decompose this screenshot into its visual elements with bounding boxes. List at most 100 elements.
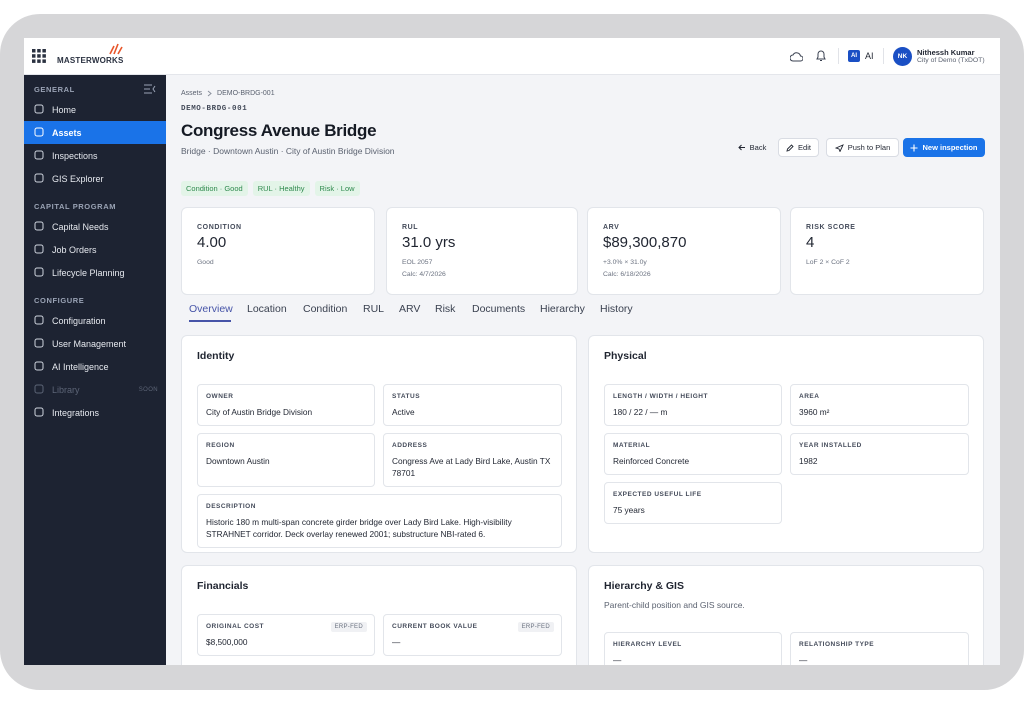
kpi-detail: Calc: 4/7/2026 xyxy=(402,271,446,278)
section-title: GENERAL xyxy=(34,85,75,94)
nav-label[interactable]: User Management xyxy=(52,338,127,349)
edit-button[interactable]: Edit xyxy=(778,138,819,157)
apps-grid[interactable] xyxy=(32,49,46,63)
kpi-detail: Calc: 6/18/2026 xyxy=(603,271,651,278)
field-label: MATERIAL xyxy=(613,442,651,449)
ai-label[interactable]: AI xyxy=(865,51,874,61)
kpi-card: ARV $89,300,870 +3.0% × 31.0y Calc: 6/18/20… xyxy=(587,207,781,295)
nav-item[interactable]: GIS Explorer xyxy=(24,167,166,190)
nav-label[interactable]: Job Orders xyxy=(52,244,97,255)
panel-subtitle: Parent-child position and GIS source. xyxy=(604,600,745,610)
nav-label[interactable]: Integrations xyxy=(52,407,100,418)
field-label: HIERARCHY LEVEL xyxy=(613,641,682,648)
user-name[interactable]: Nithessh Kumar xyxy=(917,48,975,57)
nav-label[interactable]: Capital Needs xyxy=(52,221,109,232)
nav-item[interactable]: User Management xyxy=(24,332,166,355)
field-label: OWNER xyxy=(206,393,234,400)
nav-icon xyxy=(34,173,44,183)
panel-title: Identity xyxy=(197,350,235,362)
field: EXPECTED USEFUL LIFE 75 years xyxy=(604,482,782,524)
kpi-value: 31.0 yrs xyxy=(402,234,456,251)
nav-icon xyxy=(34,361,44,371)
nav-item[interactable]: AI Intelligence xyxy=(24,355,166,378)
panel: Financials ORIGINAL COST ERP-FED $8,500,000… xyxy=(181,565,577,665)
nav-label[interactable]: Home xyxy=(52,104,77,115)
nav-item[interactable]: Job Orders xyxy=(24,238,166,261)
kpi-label: CONDITION xyxy=(197,224,242,231)
avatar[interactable]: NK xyxy=(893,47,912,66)
field: YEAR INSTALLED 1982 xyxy=(790,433,969,475)
cloud-icon[interactable] xyxy=(790,51,803,62)
kpi-detail: Good xyxy=(197,259,214,266)
back-button[interactable]: Back xyxy=(732,138,772,157)
soon-badge: SOON xyxy=(138,386,158,393)
status-badge: Risk · Low xyxy=(314,181,360,196)
chevron xyxy=(207,90,212,97)
tab[interactable]: Condition xyxy=(303,303,348,315)
kpi-card: CONDITION 4.00 Good xyxy=(181,207,375,295)
tab[interactable]: Documents xyxy=(472,303,526,315)
field: REGION Downtown Austin xyxy=(197,433,375,487)
tab[interactable]: History xyxy=(600,303,633,315)
kpi-card: RISK SCORE 4 LoF 2 × CoF 2 xyxy=(790,207,984,295)
nav-label[interactable]: Inspections xyxy=(52,150,98,161)
nav-label[interactable]: Lifecycle Planning xyxy=(52,267,125,278)
nav-label[interactable]: Assets xyxy=(52,127,82,138)
field-tag: ERP-FED xyxy=(330,622,367,632)
tab[interactable]: Risk xyxy=(435,303,456,315)
field-value: Downtown Austin xyxy=(206,456,270,466)
sidebar: GENERAL Home Assets Inspections GIS Explorer… xyxy=(24,75,166,665)
panel: Identity OWNER City of Austin Bridge Divis… xyxy=(181,335,577,553)
tab[interactable]: Hierarchy xyxy=(540,303,585,315)
bell-icon[interactable] xyxy=(815,49,827,62)
tab-underline xyxy=(189,320,231,322)
button-label[interactable]: Back xyxy=(749,143,767,152)
nav-icon xyxy=(34,407,44,417)
panel-title: Financials xyxy=(197,580,249,592)
button-label[interactable]: Push to Plan xyxy=(847,143,891,152)
field-value: City of Austin Bridge Division xyxy=(206,407,313,417)
button-label[interactable]: New inspection xyxy=(922,143,978,152)
nav-item[interactable]: Configuration xyxy=(24,309,166,332)
field-label: STATUS xyxy=(392,393,421,400)
nav-item[interactable]: Inspections xyxy=(24,144,166,167)
field: RELATIONSHIP TYPE — xyxy=(790,632,969,665)
nav-item[interactable]: Lifecycle Planning xyxy=(24,261,166,284)
field: HIERARCHY LEVEL — xyxy=(604,632,782,665)
tab[interactable]: Overview xyxy=(189,303,233,315)
field-value: $8,500,000 xyxy=(206,637,248,647)
logo[interactable]: MASTERWORKS xyxy=(57,56,124,65)
ai-icon[interactable]: AI xyxy=(848,50,860,62)
new-inspection-button[interactable]: New inspection xyxy=(903,138,985,157)
status-badge: RUL · Healthy xyxy=(252,181,310,196)
field-tag: ERP-FED xyxy=(517,622,554,632)
field: OWNER City of Austin Bridge Division xyxy=(197,384,375,426)
field-value: Congress Ave at Lady Bird Lake, Austin T… xyxy=(392,456,551,478)
field-label: ORIGINAL COST xyxy=(206,623,265,630)
field-value: Active xyxy=(392,407,415,417)
kpi-detail: EOL 2057 xyxy=(402,259,433,266)
tab[interactable]: ARV xyxy=(399,303,421,315)
collapse-icon[interactable] xyxy=(144,84,156,94)
nav-item[interactable]: Capital Needs xyxy=(24,215,166,238)
nav-icon xyxy=(34,244,44,254)
nav-item[interactable]: Integrations xyxy=(24,401,166,424)
nav-label[interactable]: AI Intelligence xyxy=(52,361,109,372)
breadcrumb-link[interactable]: Assets xyxy=(181,90,203,97)
send-icon xyxy=(834,143,844,152)
push-button[interactable]: Push to Plan xyxy=(826,138,899,157)
field-label: EXPECTED USEFUL LIFE xyxy=(613,491,702,498)
field: ORIGINAL COST ERP-FED $8,500,000 xyxy=(197,614,375,656)
kpi-value: 4.00 xyxy=(197,234,227,251)
nav-label[interactable]: GIS Explorer xyxy=(52,173,104,184)
tab[interactable]: Location xyxy=(247,303,287,315)
kpi-label: RUL xyxy=(402,224,419,231)
main-content: Assets DEMO-BRDG-001 DEMO-BRDG-001 Congr… xyxy=(166,75,1000,665)
kpi-label: RISK SCORE xyxy=(806,224,856,231)
nav-item[interactable]: Home xyxy=(24,98,166,121)
button-label[interactable]: Edit xyxy=(798,143,811,152)
nav-label[interactable]: Configuration xyxy=(52,315,106,326)
tab[interactable]: RUL xyxy=(363,303,385,315)
status-badge: Condition · Good xyxy=(181,181,248,196)
nav-item[interactable]: Assets xyxy=(24,121,166,144)
